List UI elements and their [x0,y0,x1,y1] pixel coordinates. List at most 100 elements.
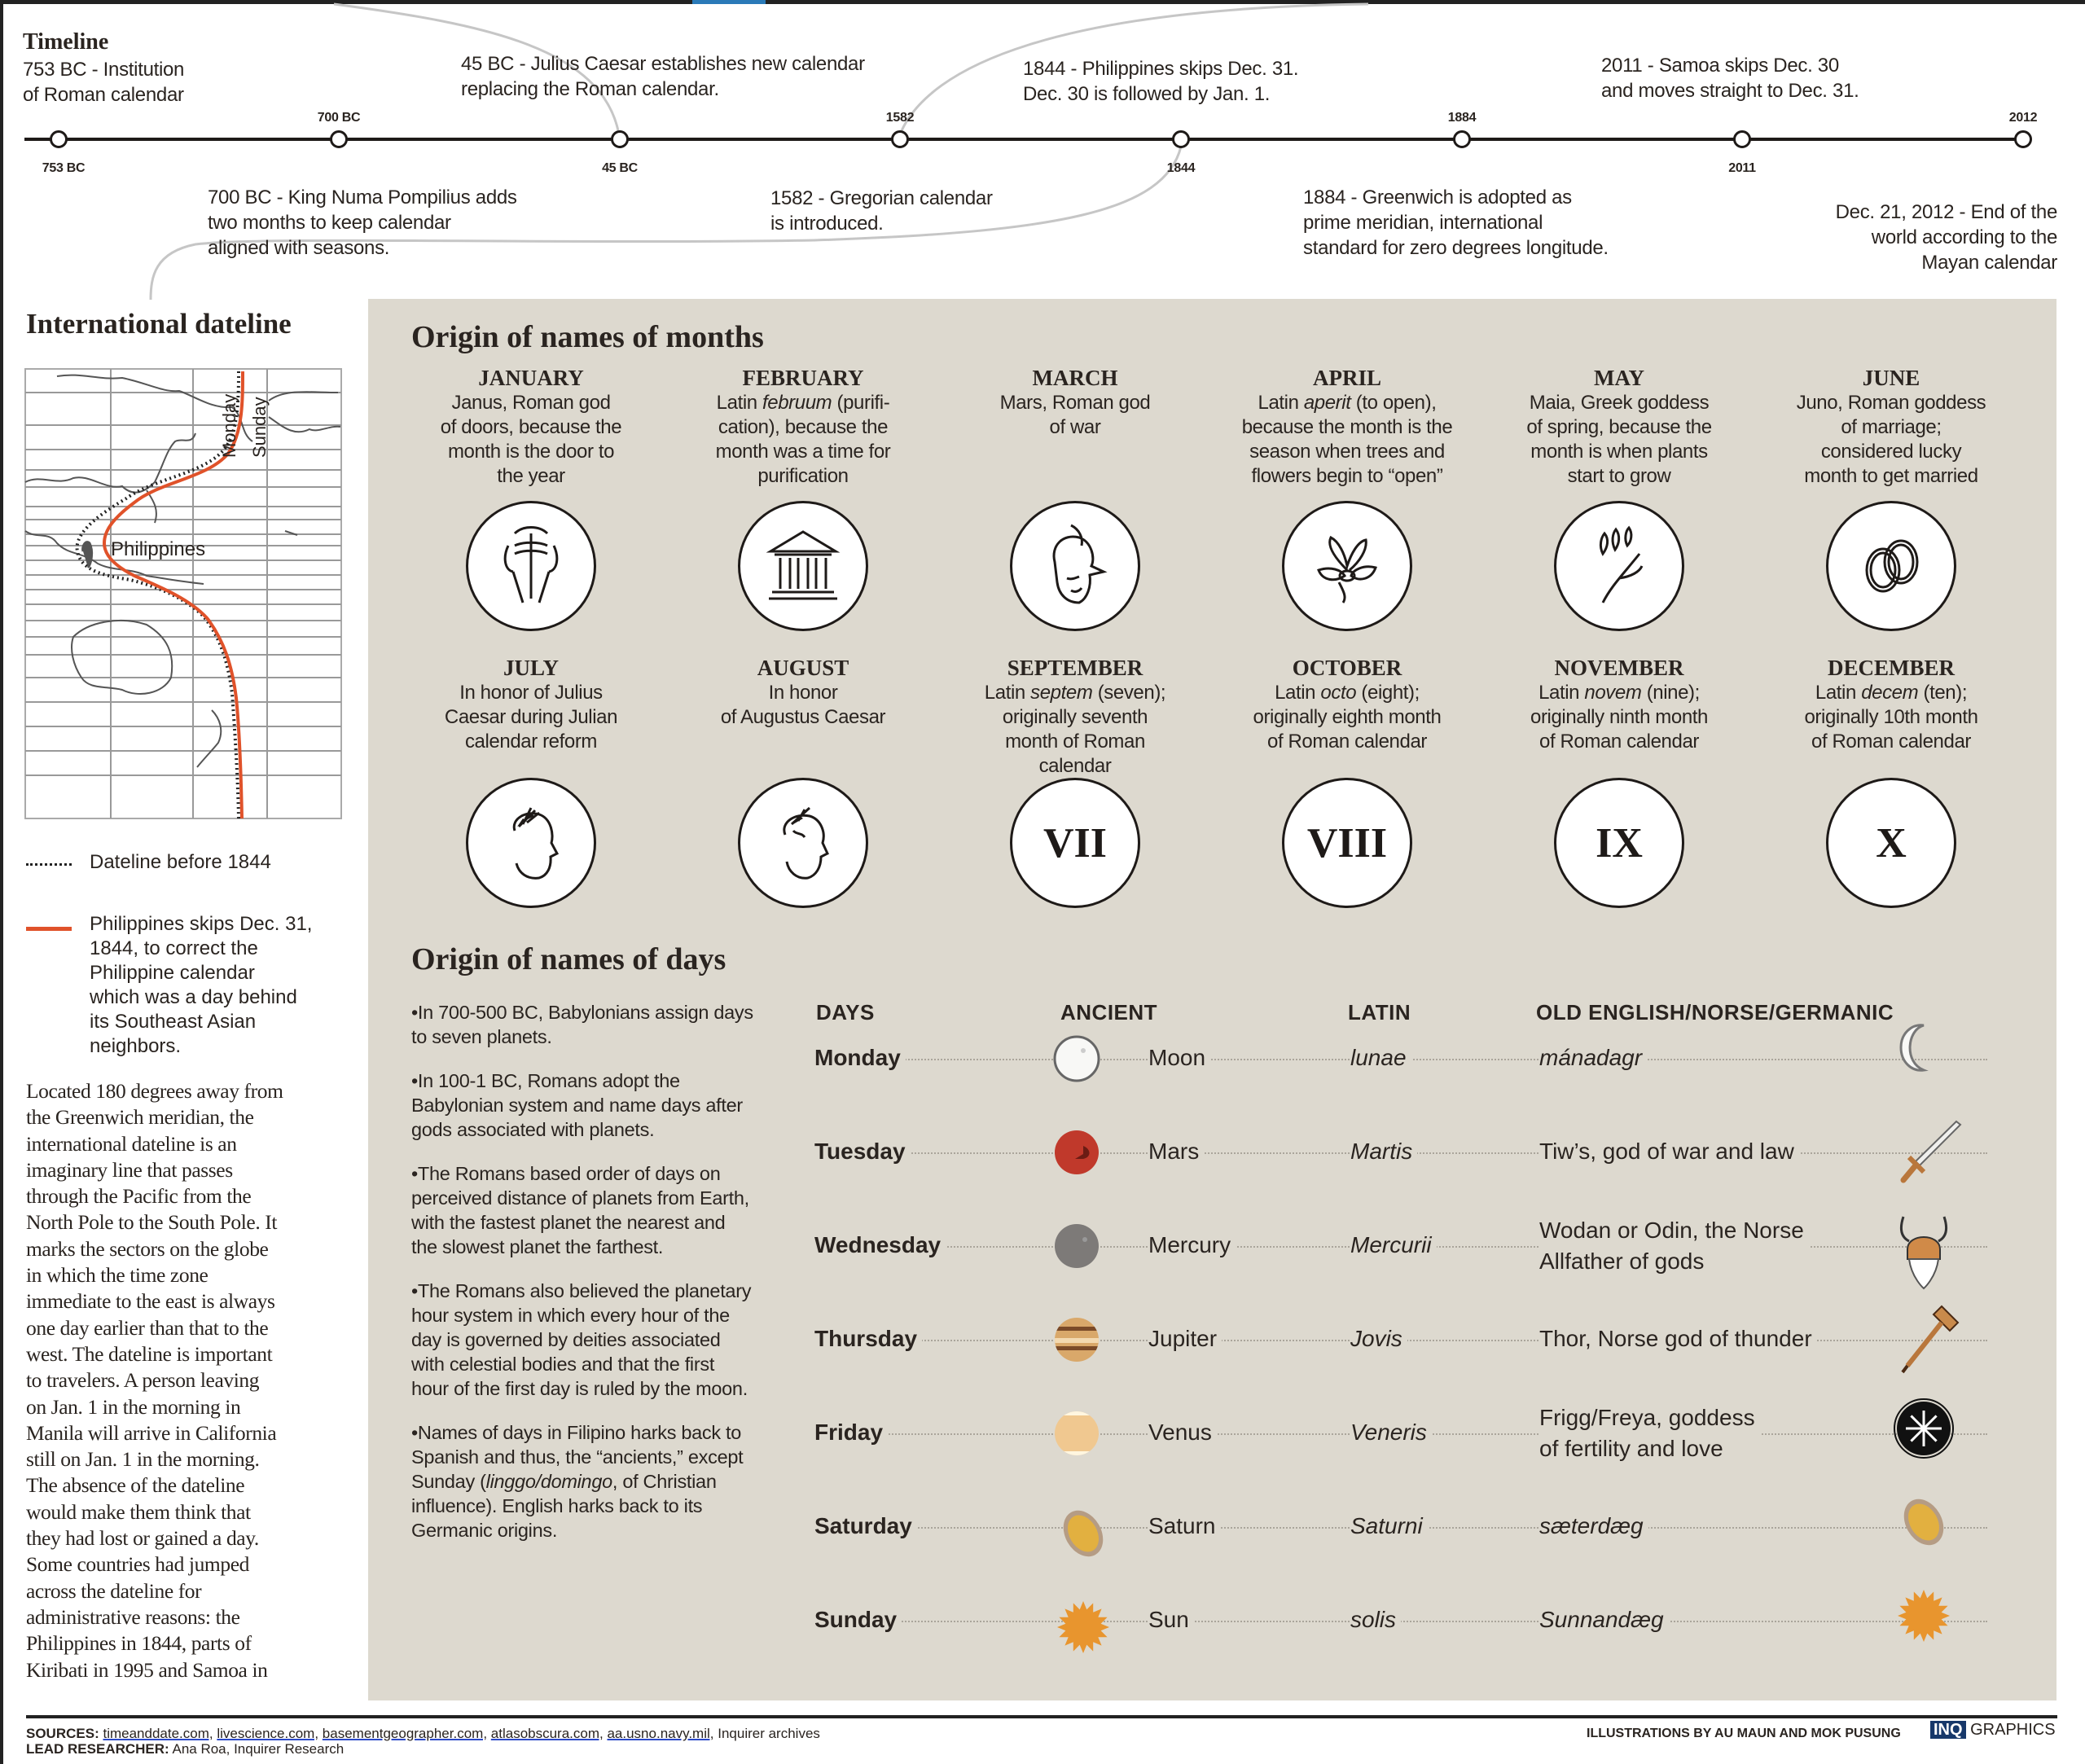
body-line: Some countries had jumped [26,1552,249,1577]
day-fact: •The Romans based order of days on perce… [411,1163,749,1257]
month-description: Mars, Roman god of war [941,391,1209,440]
desc-line: considered lucky [1820,441,1962,463]
ancient-name: Venus [1148,1419,1217,1446]
month-description: Latin novem (nine); originally ninth mont… [1485,681,1754,754]
content-panel [368,299,2056,1700]
desc-line: of marriage; [1841,416,1942,438]
month-october: OCTOBER Latin octo (eight); originally eig… [1213,655,1481,754]
top-border [0,0,2085,4]
desc-text: Latin [1815,682,1862,704]
desc-line: Janus, Roman god [451,392,611,414]
timeline-node [1172,130,1190,148]
rings-icon [1826,501,1956,631]
month-description: Latin decem (ten); originally 10th month o… [1757,681,2026,754]
body-line: imaginary line that passes [26,1157,233,1182]
timeline-node [2014,130,2032,148]
timeline-axis [24,138,2028,141]
desc-line: of Roman calendar [1811,731,1971,753]
desc-line: month is the door to [447,441,615,463]
event-line: is introduced. [770,213,884,235]
dateline-map: Philippines Monday Sunday [24,368,342,819]
legend-dotted-swatch [26,863,72,866]
left-border [0,0,3,1764]
latin-word: septem [1030,682,1093,704]
desc-text: (nine); [1641,682,1701,704]
timeline-event-753bc: 753 BC - Institution of Roman calendar [23,57,184,108]
body-line: they had lost or gained a day. [26,1526,259,1551]
col-old-english: OLD ENGLISH/NORSE/GERMANIC [1536,1000,1894,1025]
philippines-shape [81,541,94,568]
col-days: DAYS [816,1000,875,1025]
ancient-name: Saturn [1148,1512,1221,1540]
ancient-name: Mars [1148,1138,1205,1165]
timeline-event-45bc: 45 BC - Julius Caesar establishes new ca… [461,51,865,102]
desc-line: calendar reform [464,731,598,753]
timeline-node [611,130,629,148]
day-name: Wednesday [814,1231,946,1259]
body-line: still on Jan. 1 in the morning. [26,1447,260,1472]
day-fact: •In 100-1 BC, Romans adopt the Babylonia… [411,1070,743,1140]
map-label-monday: Monday [219,394,239,458]
source-link[interactable]: livescience.com, [217,1726,319,1741]
researcher-name: Ana Roa, Inquirer Research [172,1741,345,1757]
desc-text: Latin [1539,682,1585,704]
event-line: 700 BC - King Numa Pompilius adds [208,186,517,208]
desc-text: (purifi- [832,392,890,414]
numeral-medallion: X [1826,778,1956,908]
month-june: JUNE Juno, Roman goddess of marriage; consi… [1757,365,2026,489]
timeline-node [50,130,68,148]
timeline-node [1733,130,1751,148]
desc-text: (seven); [1092,682,1166,704]
source-link[interactable]: aa.usno.navy.mil, [607,1726,714,1741]
event-line: Dec. 21, 2012 - End of the [1835,201,2058,223]
old-english-name: Sunnandæg [1539,1606,1669,1634]
desc-line: of Roman calendar [1267,731,1427,753]
year-label: 700 BC [317,111,361,125]
month-description: Janus, Roman god of doors, because the mon… [397,391,665,489]
desc-line: originally ninth month [1530,706,1708,728]
event-line: world according to the [1871,226,2058,248]
old-name-line: sæterdæg [1539,1513,1644,1538]
body-line: Kiribati in 1995 and Samoa in [26,1657,268,1682]
body-line: west. The dateline is important [26,1341,273,1366]
desc-line: of doors, because the [440,416,622,438]
map-grid [25,369,341,818]
source-link[interactable]: timeanddate.com, [103,1726,213,1741]
old-english-name: Tiw’s, god of war and law [1539,1138,1799,1165]
janus-icon [466,501,596,631]
old-name-line: Sunnandæg [1539,1607,1664,1632]
sources-line: SOURCES: timeanddate.com, livescience.co… [26,1727,1085,1741]
timeline-node [330,130,348,148]
old-name-line: Wodan or Odin, the Norse [1539,1218,1804,1243]
month-march: MARCH Mars, Roman god of war [941,365,1209,440]
old-name-line: of fertility and love [1539,1436,1723,1461]
month-september: SEPTEMBER Latin septem (seven); originally… [941,655,1209,779]
timeline-event-1844: 1844 - Philippines skips Dec. 31. Dec. 3… [1023,56,1299,107]
event-line: and moves straight to Dec. 31. [1601,80,1859,102]
body-line: Manila will arrive in California [26,1420,277,1445]
year-label: 1884 [1447,111,1477,125]
researcher-label: LEAD RESEARCHER: [26,1741,169,1757]
old-name-line: Allfather of gods [1539,1248,1705,1274]
month-name: JANUARY [478,366,584,390]
moon-icon [1051,1033,1103,1085]
roman-numeral: VIII [1306,819,1388,867]
source-link[interactable]: basementgeographer.com, [322,1726,488,1741]
days-title: Origin of names of days [411,942,726,976]
source-link[interactable]: atlasobscura.com, [490,1726,604,1741]
legend-line: 1844, to correct the [90,937,258,959]
jupiter-icon [1051,1314,1103,1366]
old-english-name: sæterdæg [1539,1512,1648,1540]
latin-word: novem [1584,682,1642,704]
inq-graphics-logo: INQ GRAPHICS [1930,1721,2056,1740]
sprout-icon [1554,501,1684,631]
norse-symbol-icon [1891,1396,1956,1469]
month-description: Latin octo (eight); originally eighth mon… [1213,681,1481,754]
latin-name: lunae [1350,1044,1411,1072]
researcher-line: LEAD RESEARCHER: Ana Roa, Inquirer Resea… [26,1742,344,1757]
desc-line: Juno, Roman goddess [1796,392,1986,414]
year-label: 2012 [2008,111,2038,125]
month-february: FEBRUARY Latin februum (purifi-cation), b… [669,365,937,489]
year-label: 1582 [885,111,915,125]
viking-helmet-icon [1891,1209,1956,1290]
